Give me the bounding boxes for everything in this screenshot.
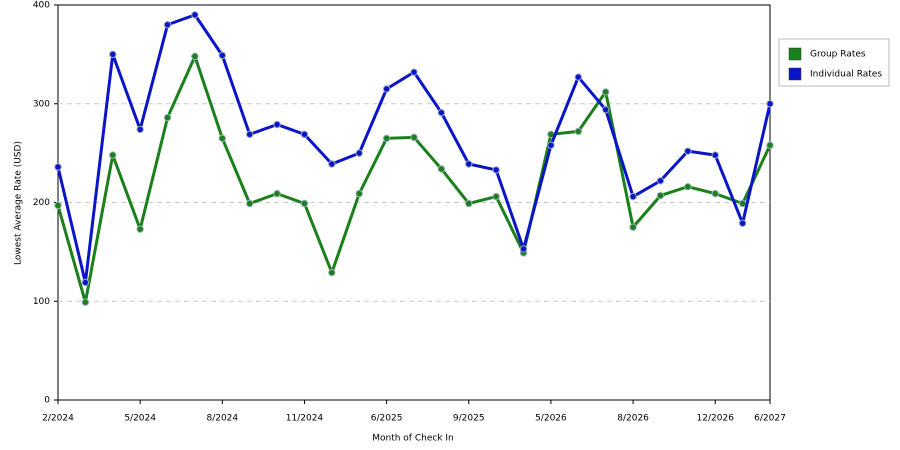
point — [382, 134, 391, 143]
point — [300, 199, 309, 208]
point — [410, 133, 418, 142]
y-tick-label: 200 — [33, 198, 50, 208]
point — [684, 183, 692, 191]
point — [109, 50, 117, 59]
legend-swatch — [788, 47, 802, 61]
point — [273, 120, 281, 129]
x-tick-label: 5/2026 — [535, 414, 567, 424]
y-tick-label: 100 — [33, 297, 50, 307]
point — [163, 113, 172, 122]
point — [81, 298, 90, 306]
point — [492, 166, 500, 174]
point — [382, 85, 391, 93]
point — [191, 11, 199, 19]
point — [656, 191, 665, 200]
point — [711, 151, 719, 159]
point — [437, 108, 446, 117]
point — [574, 73, 583, 81]
point — [54, 201, 62, 210]
point — [766, 100, 774, 108]
x-tick-label: 8/2024 — [206, 414, 238, 424]
point — [437, 165, 446, 173]
series-line — [56, 13, 772, 284]
legend-label: Group Rates — [810, 50, 866, 60]
point — [218, 51, 227, 60]
point — [245, 130, 254, 139]
point — [218, 134, 227, 143]
point — [574, 127, 583, 136]
point — [54, 163, 62, 171]
legend-swatch — [788, 67, 802, 81]
x-tick-label: 6/2025 — [371, 414, 403, 424]
point — [519, 245, 528, 253]
point — [465, 160, 473, 168]
point — [601, 105, 610, 114]
y-tick-label: 300 — [33, 99, 50, 109]
y-tick-label: 400 — [33, 1, 50, 11]
y-tick-label: 0 — [44, 396, 50, 406]
point — [136, 225, 144, 233]
x-tick-label: 8/2026 — [617, 414, 649, 424]
x-tick-label: 9/2025 — [453, 414, 485, 424]
point — [109, 151, 117, 159]
point — [273, 189, 281, 198]
x-tick-label: 6/2027 — [754, 414, 786, 424]
point — [410, 68, 418, 76]
x-tick-label: 11/2024 — [286, 414, 324, 424]
point — [191, 52, 199, 61]
point — [547, 141, 555, 149]
point — [711, 189, 719, 198]
point — [355, 189, 363, 198]
point — [245, 199, 254, 208]
point — [163, 21, 172, 29]
point — [629, 223, 637, 231]
legend-label: Individual Rates — [810, 70, 882, 80]
point — [328, 160, 336, 168]
point — [328, 268, 336, 277]
point — [465, 199, 473, 208]
point — [81, 278, 90, 287]
point — [355, 149, 363, 157]
point — [684, 147, 692, 155]
x-tick-label: 2/2024 — [42, 414, 74, 424]
point — [629, 192, 637, 201]
point — [300, 130, 309, 139]
x-tick-label: 5/2024 — [124, 414, 156, 424]
point — [492, 192, 500, 201]
point — [601, 88, 610, 96]
x-axis-title: Month of Check In — [372, 434, 454, 444]
point — [136, 125, 144, 134]
point — [738, 199, 747, 208]
point — [766, 141, 774, 149]
point — [738, 219, 747, 227]
point — [656, 177, 665, 185]
x-tick-label: 12/2026 — [697, 414, 735, 424]
y-axis-title: Lowest Average Rate (USD) — [14, 141, 24, 265]
